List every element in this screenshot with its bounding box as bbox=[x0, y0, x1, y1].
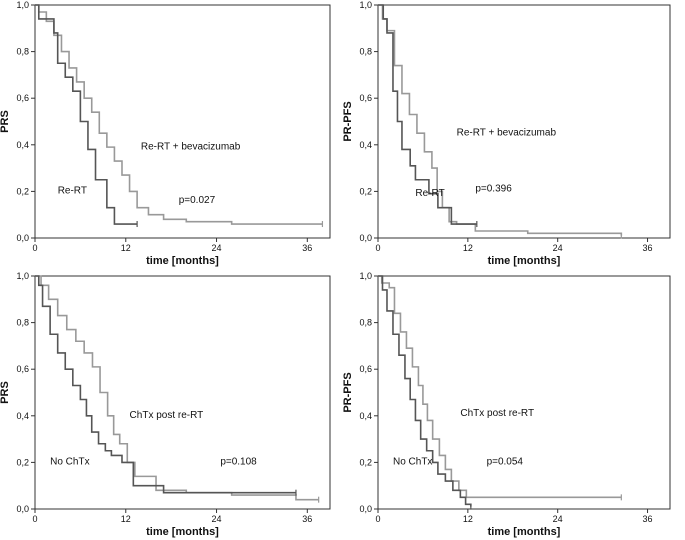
y-tick-label: 0,8 bbox=[359, 318, 372, 328]
y-tick-label: 0,0 bbox=[359, 504, 372, 514]
y-tick-label: 0,2 bbox=[359, 457, 372, 467]
y-tick-label: 0,0 bbox=[16, 504, 29, 514]
x-tick-label: 0 bbox=[32, 243, 37, 253]
curve-label: Re-RT bbox=[58, 186, 87, 197]
curve-label: No ChTx bbox=[393, 457, 432, 468]
y-tick-label: 0,6 bbox=[359, 93, 372, 103]
curve-label: No ChTx bbox=[50, 457, 89, 468]
curve-label: ChTx post re-RT bbox=[460, 408, 534, 419]
plot-frame bbox=[377, 4, 671, 239]
y-tick-label: 0,8 bbox=[16, 47, 29, 57]
y-tick-label: 1,0 bbox=[16, 271, 29, 281]
x-axis-title: time [months] bbox=[146, 255, 219, 267]
p-value-label: p=0.108 bbox=[220, 457, 257, 468]
y-tick-label: 0,2 bbox=[16, 186, 29, 196]
y-tick-label: 1,0 bbox=[359, 271, 372, 281]
curve-label: Re-RT + bevacizumab bbox=[141, 141, 241, 152]
x-axis-title: time [months] bbox=[146, 526, 219, 538]
curve-label: Re-RT bbox=[415, 188, 444, 199]
x-tick-label: 24 bbox=[212, 243, 222, 253]
x-tick-label: 36 bbox=[302, 243, 312, 253]
x-axis-title: time [months] bbox=[488, 526, 561, 538]
y-tick-label: 0,8 bbox=[16, 318, 29, 328]
y-tick-label: 1,0 bbox=[16, 0, 29, 10]
survival-curve-treatment bbox=[378, 275, 622, 499]
y-axis-title: PR-PFS bbox=[342, 372, 354, 412]
x-tick-label: 12 bbox=[121, 243, 131, 253]
curve-label: Re-RT + bevacizumab bbox=[457, 127, 557, 138]
x-tick-label: 0 bbox=[375, 514, 380, 524]
y-tick-label: 0,6 bbox=[359, 364, 372, 374]
y-tick-label: 0,0 bbox=[359, 233, 372, 243]
x-tick-label: 0 bbox=[32, 514, 37, 524]
y-tick-label: 0,6 bbox=[16, 93, 29, 103]
x-tick-label: 24 bbox=[212, 514, 222, 524]
x-tick-label: 0 bbox=[375, 243, 380, 253]
x-axis-title: time [months] bbox=[488, 255, 561, 267]
x-tick-label: 36 bbox=[643, 243, 653, 253]
y-axis-title: PR-PFS bbox=[342, 101, 354, 141]
x-tick-label: 24 bbox=[553, 243, 563, 253]
y-tick-label: 0,2 bbox=[16, 457, 29, 467]
survival-curve-treatment bbox=[378, 4, 623, 236]
y-tick-label: 0,6 bbox=[16, 364, 29, 374]
x-tick-label: 24 bbox=[553, 514, 563, 524]
panel-bottom-right-prpfs-chtx: 0,0 0,2 0,4 0,6 0,8 1,0 0 12 24 36 time [months] PR… bbox=[342, 271, 671, 538]
x-tick-label: 12 bbox=[463, 514, 473, 524]
y-axis-title: PRS bbox=[0, 110, 11, 133]
plot-frame bbox=[377, 275, 671, 510]
p-value-label: p=0.027 bbox=[179, 195, 216, 206]
panel-top-left-prs-bevacizumab: 0,0 0,2 0,4 0,6 0,8 1,0 0 12 24 36 time [months] PR… bbox=[0, 0, 331, 267]
panel-bottom-left-prs-chtx: 0,0 0,2 0,4 0,6 0,8 1,0 0 12 24 36 time [months] PR… bbox=[0, 271, 331, 538]
y-tick-label: 0,0 bbox=[16, 233, 29, 243]
x-tick-label: 36 bbox=[643, 514, 653, 524]
x-tick-label: 12 bbox=[121, 514, 131, 524]
p-value-label: p=0.054 bbox=[487, 457, 524, 468]
survival-curve-control bbox=[378, 4, 477, 225]
x-tick-label: 12 bbox=[463, 243, 473, 253]
curve-label: ChTx post re-RT bbox=[130, 410, 204, 421]
x-tick-label: 36 bbox=[302, 514, 312, 524]
survival-curve-treatment bbox=[35, 4, 323, 225]
plot-frame bbox=[34, 4, 331, 239]
y-tick-label: 0,4 bbox=[359, 411, 372, 421]
survival-curve-control bbox=[378, 275, 472, 507]
y-tick-label: 0,2 bbox=[359, 186, 372, 196]
y-tick-label: 0,8 bbox=[359, 47, 372, 57]
survival-curve-control bbox=[35, 275, 296, 494]
y-tick-label: 0,4 bbox=[359, 140, 372, 150]
p-value-label: p=0.396 bbox=[475, 183, 512, 194]
plot-frame bbox=[34, 275, 331, 510]
survival-curve-control bbox=[35, 4, 138, 225]
panel-top-right-prpfs-bevacizumab: 0,0 0,2 0,4 0,6 0,8 1,0 0 12 24 36 time [months] PR… bbox=[342, 0, 671, 267]
survival-curve-treatment bbox=[35, 275, 319, 501]
y-tick-label: 1,0 bbox=[359, 0, 372, 10]
y-axis-title: PRS bbox=[0, 381, 11, 404]
y-tick-label: 0,4 bbox=[16, 140, 29, 150]
y-tick-label: 0,4 bbox=[16, 411, 29, 421]
